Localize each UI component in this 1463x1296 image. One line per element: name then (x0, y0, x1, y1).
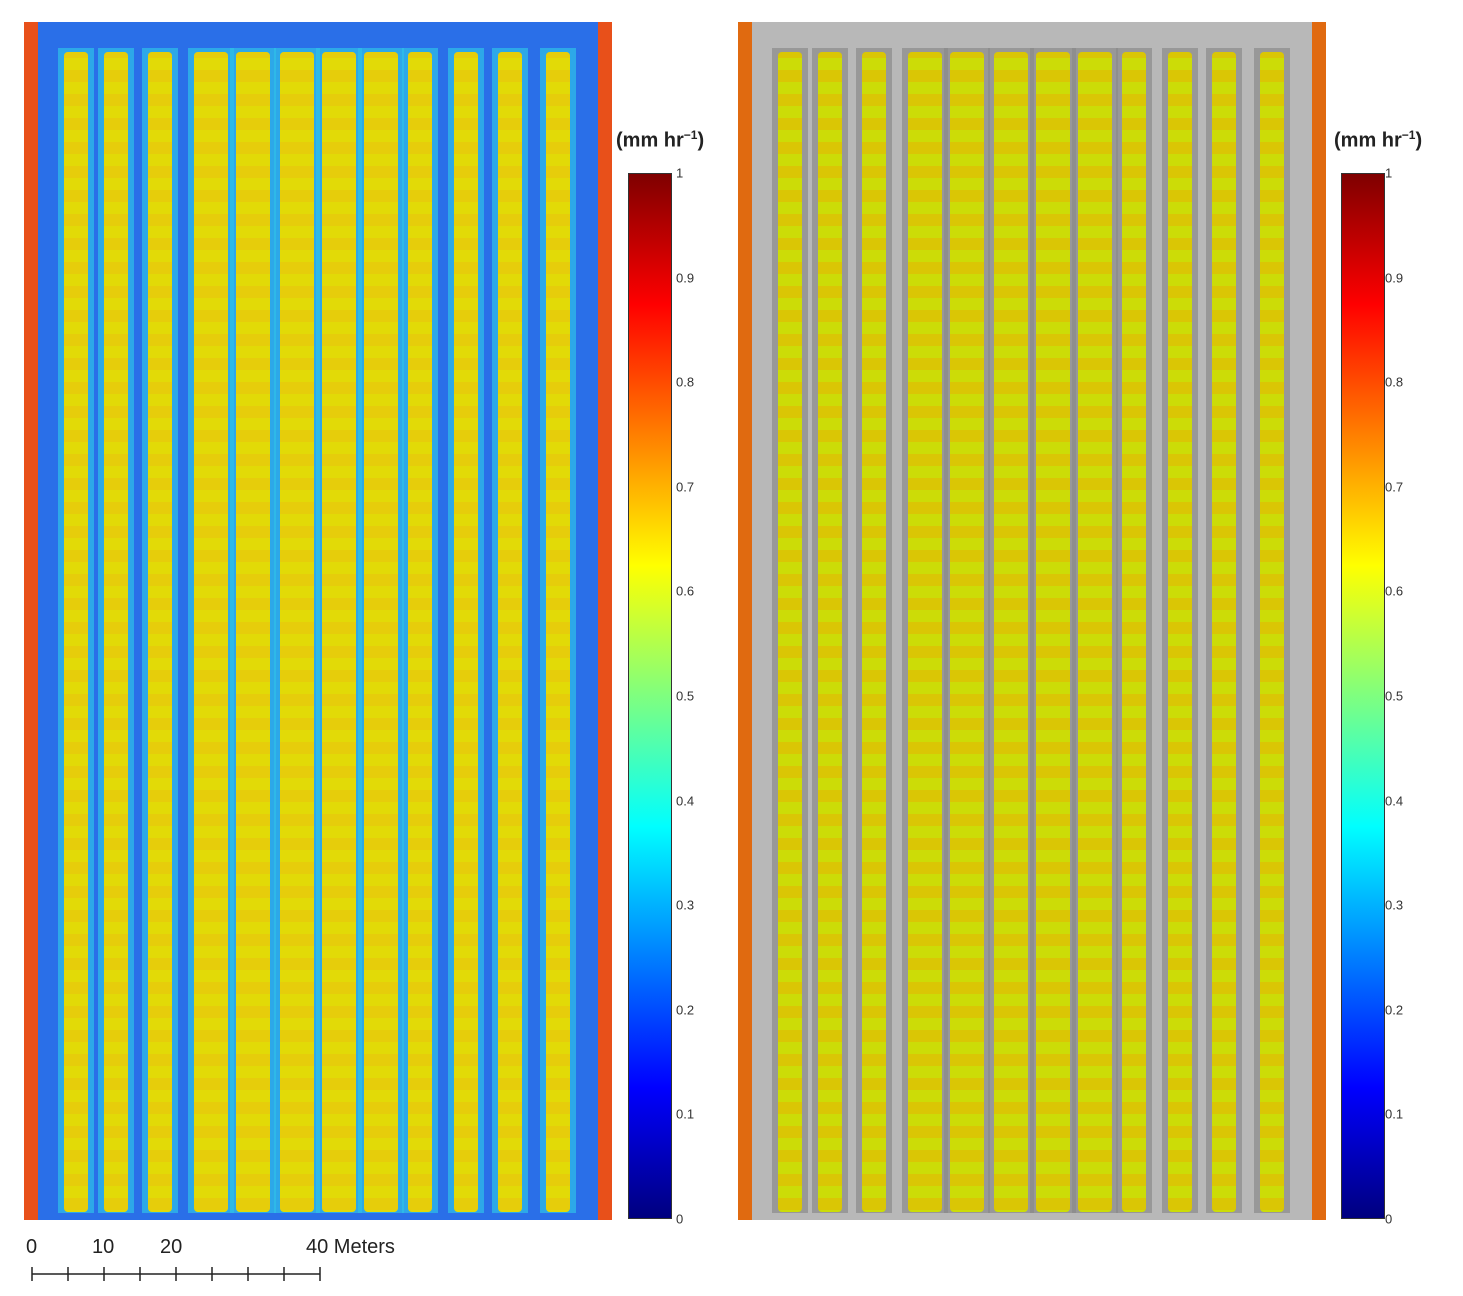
crop-row-bands (64, 52, 88, 1212)
crop-row-bands (322, 52, 356, 1212)
crop-row-bands (950, 52, 984, 1212)
evapotranspiration-map-left (24, 22, 612, 1220)
scalebar-labels: 0 10 20 40 Meters (26, 1236, 446, 1260)
crop-row-bands (778, 52, 802, 1212)
crop-row-bands (194, 52, 228, 1212)
edge-vegetation-left (24, 22, 38, 1220)
colorbar-tick: 0.9 (1385, 270, 1404, 286)
colorbar-tick: 0.2 (1385, 1002, 1404, 1018)
crop-row-bands (498, 52, 522, 1212)
crop-row-bands (1122, 52, 1146, 1212)
crop-row-bands (408, 52, 432, 1212)
colorbar-tick: 0.1 (1385, 1106, 1404, 1122)
crop-row-bands (148, 52, 172, 1212)
scalebar-label-10: 10 (92, 1236, 115, 1258)
crop-row-bands (1260, 52, 1284, 1212)
colorbar-tick: 0 (676, 1211, 684, 1227)
scalebar-label-40: 40 Meters (306, 1236, 395, 1258)
crop-row-bands (546, 52, 570, 1212)
crop-row-bands (364, 52, 398, 1212)
colorbar-tick: 0.9 (676, 270, 695, 286)
crop-row-bands (908, 52, 942, 1212)
scalebar-label-20: 20 (160, 1236, 183, 1258)
legend-unit-left: (mm hr−1) (616, 128, 705, 152)
crop-row-bands (1078, 52, 1112, 1212)
map-panel-right (738, 22, 1326, 1220)
colorbar-tick: 0.5 (676, 688, 695, 704)
colorbar-tick: 0.3 (1385, 897, 1404, 913)
crop-row-bands (818, 52, 842, 1212)
crop-row-bands (1212, 52, 1236, 1212)
colorbar-tick: 0.4 (676, 793, 695, 809)
colorbar-tick: 0.4 (1385, 793, 1404, 809)
crop-row-bands (994, 52, 1028, 1212)
map-panel-left (24, 22, 612, 1220)
crop-row-bands (1168, 52, 1192, 1212)
crop-row-bands (862, 52, 886, 1212)
colorbar-left (628, 173, 672, 1219)
colorbar-tick: 0.2 (676, 1002, 695, 1018)
colorbar-tick: 1 (1385, 165, 1393, 181)
colorbar-ticks-right: 1 0.9 0.8 0.7 0.6 0.5 0.4 0.3 0.2 0.1 0 (1385, 167, 1425, 1226)
colorbar-tick: 0 (1385, 1211, 1393, 1227)
edge-vegetation-right (1312, 22, 1326, 1220)
colorbar-tick: 0.6 (1385, 583, 1404, 599)
crop-row-bands (1036, 52, 1070, 1212)
crop-row-bands (454, 52, 478, 1212)
colorbar-tick: 0.1 (676, 1106, 695, 1122)
scalebar-label-0: 0 (26, 1236, 38, 1258)
legend-unit-right: (mm hr−1) (1334, 128, 1423, 152)
crop-row-bands (236, 52, 270, 1212)
colorbar-tick: 1 (676, 165, 684, 181)
colorbar-right (1341, 173, 1385, 1219)
evapotranspiration-map-right (738, 22, 1326, 1220)
colorbar-ticks-left: 1 0.9 0.8 0.7 0.6 0.5 0.4 0.3 0.2 0.1 0 (676, 167, 716, 1226)
colorbar-tick: 0.7 (1385, 479, 1404, 495)
edge-vegetation-right (598, 22, 612, 1220)
colorbar-tick: 0.7 (676, 479, 695, 495)
colorbar-tick: 0.8 (1385, 374, 1404, 390)
scalebar (31, 1267, 321, 1281)
colorbar-tick: 0.5 (1385, 688, 1404, 704)
colorbar-tick: 0.8 (676, 374, 695, 390)
edge-vegetation-left (738, 22, 752, 1220)
crop-row-bands (280, 52, 314, 1212)
colorbar-tick: 0.3 (676, 897, 695, 913)
crop-row-bands (104, 52, 128, 1212)
colorbar-tick: 0.6 (676, 583, 695, 599)
